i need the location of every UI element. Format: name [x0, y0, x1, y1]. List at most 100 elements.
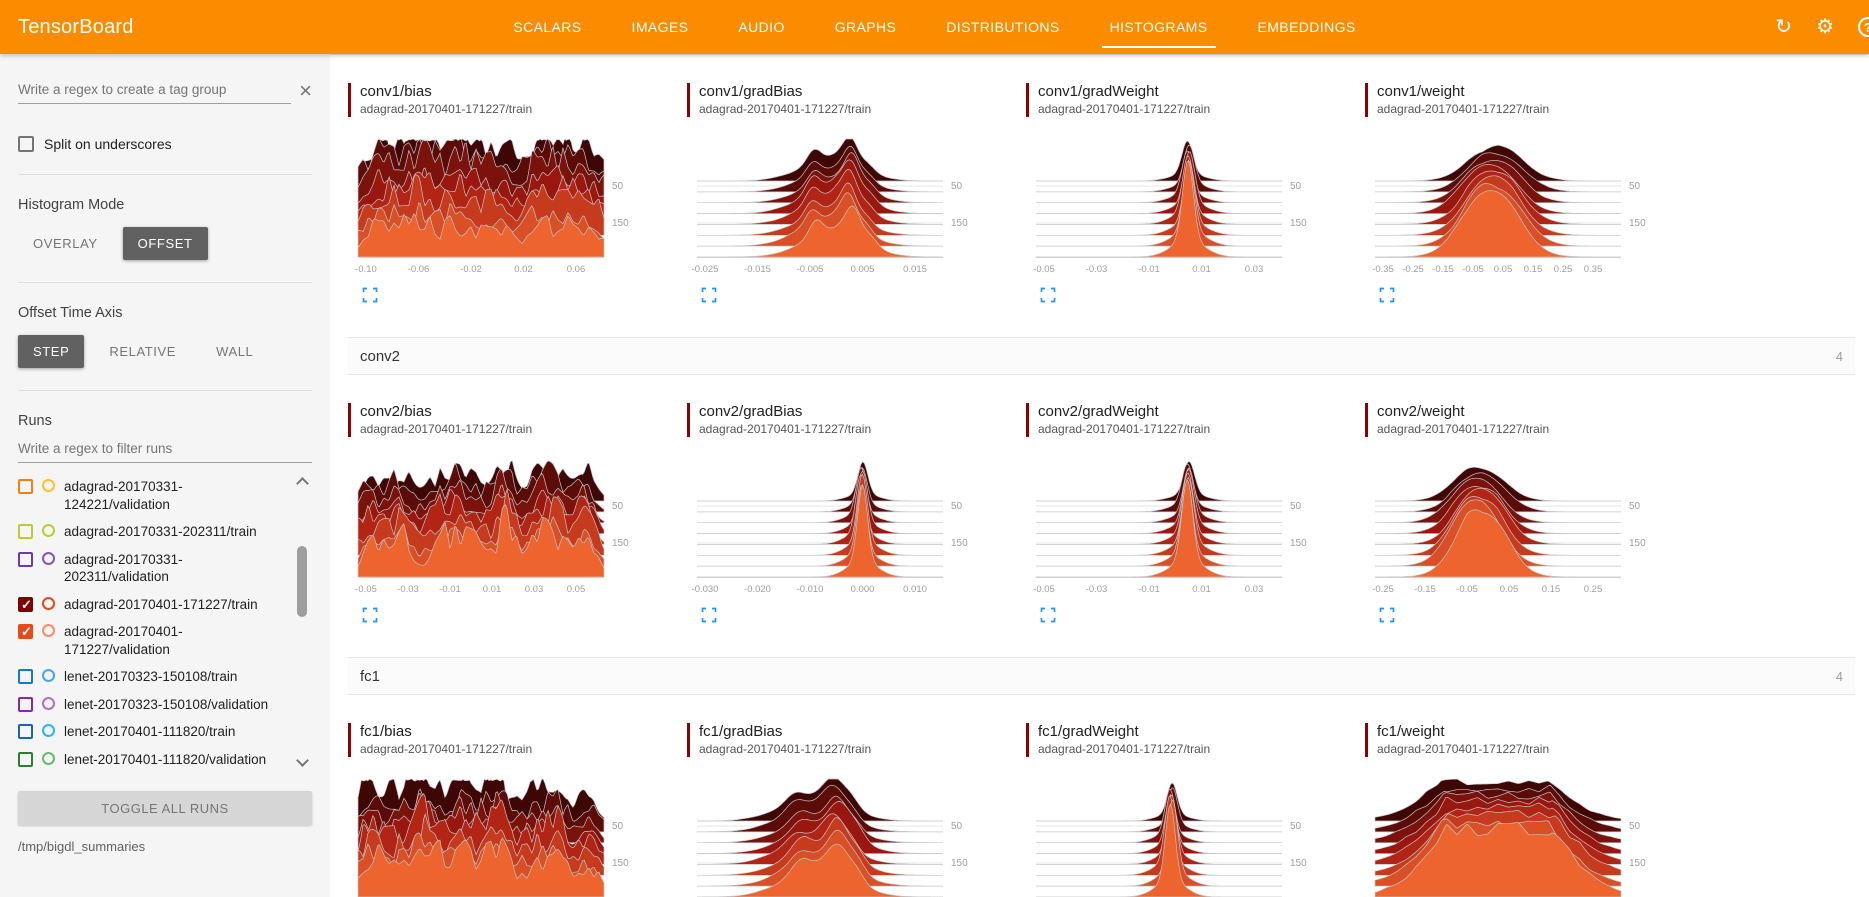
card-run: adagrad-20170401-171227/train: [699, 422, 872, 436]
svg-text:-0.03: -0.03: [397, 584, 419, 595]
section-conv2: conv2 4 conv2/bias adagrad-20170401-1712…: [348, 337, 1855, 645]
offset-button[interactable]: OFFSET: [122, 227, 208, 260]
run-checkbox[interactable]: [18, 551, 33, 567]
relative-button[interactable]: RELATIVE: [94, 335, 191, 368]
svg-text:-0.35: -0.35: [1372, 264, 1394, 275]
clear-icon[interactable]: ×: [299, 78, 312, 103]
svg-text:-0.01: -0.01: [1138, 264, 1160, 275]
histogram-chart[interactable]: 50 150 -0.35 -0.25 -0.15 -0.05 0.05 0.15 0.25 0.3…: [1365, 131, 1665, 279]
help-icon[interactable]: ?: [1858, 17, 1869, 37]
card-run: adagrad-20170401-171227/train: [1038, 102, 1211, 116]
svg-text:0.25: 0.25: [1554, 264, 1573, 275]
svg-text:0.01: 0.01: [1192, 264, 1211, 275]
expand-icon[interactable]: [362, 607, 378, 623]
svg-text:0.02: 0.02: [514, 264, 533, 275]
expand-icon[interactable]: [701, 287, 717, 303]
svg-text:-0.005: -0.005: [797, 264, 824, 275]
step-button[interactable]: STEP: [18, 335, 85, 368]
wall-button[interactable]: WALL: [201, 335, 268, 368]
card-run: adagrad-20170401-171227/train: [1377, 102, 1550, 116]
histogram-chart[interactable]: 50 150 -0.05 -0.03 -0.01 0.01 0.03: [1026, 451, 1326, 599]
runs-list: adagrad-20170331-124221/validation adagr…: [18, 473, 312, 773]
run-item[interactable]: adagrad-20170401-171227/validation: [18, 618, 288, 663]
tab-embeddings[interactable]: EMBEDDINGS: [1257, 19, 1356, 35]
svg-text:50: 50: [1290, 501, 1302, 512]
runs-scrollbar[interactable]: [294, 475, 312, 771]
refresh-icon[interactable]: ↻: [1775, 16, 1793, 38]
runs-filter-input[interactable]: [18, 437, 312, 463]
histogram-card: conv1/weight adagrad-20170401-171227/tra…: [1365, 83, 1685, 303]
checkbox-box-icon[interactable]: [18, 136, 34, 152]
split-underscores-label: Split on underscores: [44, 136, 172, 152]
tag-regex-input[interactable]: [18, 78, 292, 104]
svg-text:0.05: 0.05: [1500, 584, 1519, 595]
svg-text:-0.03: -0.03: [1086, 264, 1108, 275]
scrollbar-thumb[interactable]: [297, 546, 307, 618]
tab-images[interactable]: IMAGES: [631, 19, 689, 35]
histogram-chart[interactable]: 50 150: [1365, 771, 1665, 897]
expand-icon[interactable]: [701, 607, 717, 623]
tab-audio[interactable]: AUDIO: [738, 19, 785, 35]
overlay-button[interactable]: OVERLAY: [18, 227, 113, 260]
offset-time-axis-group: STEP RELATIVE WALL: [18, 335, 312, 368]
expand-icon[interactable]: [1379, 287, 1395, 303]
histogram-card: conv2/weight adagrad-20170401-171227/tra…: [1365, 403, 1685, 623]
tab-graphs[interactable]: GRAPHS: [834, 19, 897, 35]
svg-text:50: 50: [951, 501, 963, 512]
run-label: lenet-20170323-150108/validation: [64, 696, 269, 712]
histogram-chart[interactable]: 50 150: [687, 771, 987, 897]
histogram-card: fc1/gradWeight adagrad-20170401-171227/t…: [1026, 723, 1346, 897]
expand-icon[interactable]: [1379, 607, 1395, 623]
settings-icon[interactable]: ⚙: [1816, 16, 1834, 38]
run-item[interactable]: lenet-20170401-111820/validation: [18, 746, 288, 773]
run-item[interactable]: lenet-20170323-150108/train: [18, 663, 288, 691]
section-header-conv2[interactable]: conv2 4: [348, 337, 1855, 375]
tab-scalars[interactable]: SCALARS: [513, 19, 582, 35]
histogram-chart[interactable]: 50 150: [348, 771, 648, 897]
histogram-chart[interactable]: 50 150: [1026, 771, 1326, 897]
run-item[interactable]: adagrad-20170331-124221/validation: [18, 473, 288, 518]
expand-icon[interactable]: [362, 287, 378, 303]
histogram-chart[interactable]: 50 150 -0.05 -0.03 -0.01 0.01 0.03: [1026, 131, 1326, 279]
toggle-all-runs-button[interactable]: TOGGLE ALL RUNS: [18, 791, 312, 825]
run-item[interactable]: lenet-20170401-111820/train: [18, 718, 288, 746]
scroll-up-icon[interactable]: [296, 477, 309, 490]
run-label: lenet-20170323-150108/train: [64, 669, 238, 685]
run-checkbox[interactable]: [18, 624, 33, 640]
run-checkbox[interactable]: [18, 752, 33, 768]
run-item[interactable]: adagrad-20170401-171227/train: [18, 591, 288, 619]
tab-histograms[interactable]: HISTOGRAMS: [1101, 0, 1216, 54]
run-checkbox[interactable]: [18, 524, 33, 540]
run-checkbox[interactable]: [18, 479, 33, 494]
expand-icon[interactable]: [1040, 607, 1056, 623]
expand-icon[interactable]: [1040, 287, 1056, 303]
histogram-chart[interactable]: 50 150 -0.05 -0.03 -0.01 0.01 0.03 0.05: [348, 451, 648, 599]
run-item[interactable]: adagrad-20170331-202311/validation: [18, 546, 288, 591]
tab-distributions[interactable]: DISTRIBUTIONS: [946, 19, 1060, 35]
svg-text:150: 150: [1290, 218, 1307, 229]
svg-text:150: 150: [1629, 858, 1646, 869]
runs-label: Runs: [18, 413, 52, 429]
card-run: adagrad-20170401-171227/train: [699, 102, 872, 116]
run-color-circle-icon: [42, 596, 55, 610]
run-item[interactable]: lenet-20170323-150108/validation: [18, 691, 288, 719]
run-item[interactable]: adagrad-20170331-202311/train: [18, 518, 288, 546]
scroll-down-icon[interactable]: [296, 754, 309, 767]
run-checkbox[interactable]: [18, 669, 33, 685]
split-underscores-checkbox[interactable]: Split on underscores: [18, 136, 312, 152]
run-checkbox[interactable]: [18, 696, 33, 712]
histogram-chart[interactable]: 50 150 -0.25 -0.15 -0.05 0.05 0.15 0.25: [1365, 451, 1665, 599]
section-header-fc1[interactable]: fc1 4: [348, 657, 1855, 695]
histogram-chart[interactable]: 50 150 -0.025 -0.015 -0.005 0.005 0.015: [687, 131, 987, 279]
main-nav: SCALARS IMAGES AUDIO GRAPHS DISTRIBUTION…: [511, 0, 1357, 54]
svg-text:150: 150: [612, 538, 629, 549]
svg-text:-0.05: -0.05: [1033, 264, 1055, 275]
run-checkbox[interactable]: [18, 724, 33, 740]
run-checkbox[interactable]: [18, 596, 33, 613]
histogram-chart[interactable]: 50 150 -0.10 -0.06 -0.02 0.02 0.06: [348, 131, 648, 279]
card-title: conv2/weight: [1377, 403, 1465, 420]
section-count: 4: [1835, 668, 1843, 684]
sidebar: × Split on underscores Histogram Mode OV…: [0, 54, 330, 897]
card-title: conv1/bias: [360, 83, 432, 100]
histogram-chart[interactable]: 50 150 -0.030 -0.020 -0.010 0.000 0.010: [687, 451, 987, 599]
